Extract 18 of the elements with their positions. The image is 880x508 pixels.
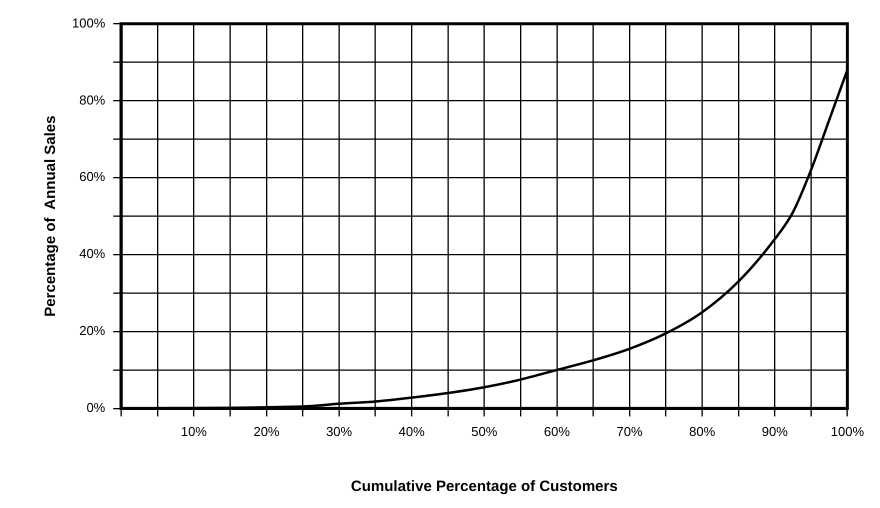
y-tick-label: 60% <box>79 169 106 184</box>
x-tick-label: 20% <box>253 424 280 439</box>
x-tick-label: 60% <box>544 424 570 439</box>
x-tick-label: 30% <box>326 424 353 439</box>
x-tick-label: 80% <box>689 424 716 439</box>
x-tick-label: 10% <box>180 424 208 439</box>
y-tick-label: 100% <box>72 15 106 30</box>
x-tick-label: 90% <box>762 424 788 439</box>
x-tick-label: 50% <box>471 424 498 439</box>
x-tick-label: 40% <box>398 424 426 439</box>
y-axis-title: Percentage of Annual Sales <box>42 116 60 317</box>
x-tick-label: 70% <box>616 424 643 439</box>
y-tick-label: 0% <box>86 400 106 415</box>
y-tick-label: 20% <box>79 323 106 338</box>
y-tick-label: 80% <box>79 92 106 108</box>
y-tick-label: 40% <box>79 246 106 262</box>
x-tick-label: 100% <box>830 424 864 439</box>
x-axis-title: Cumulative Percentage of Customers <box>350 478 618 496</box>
